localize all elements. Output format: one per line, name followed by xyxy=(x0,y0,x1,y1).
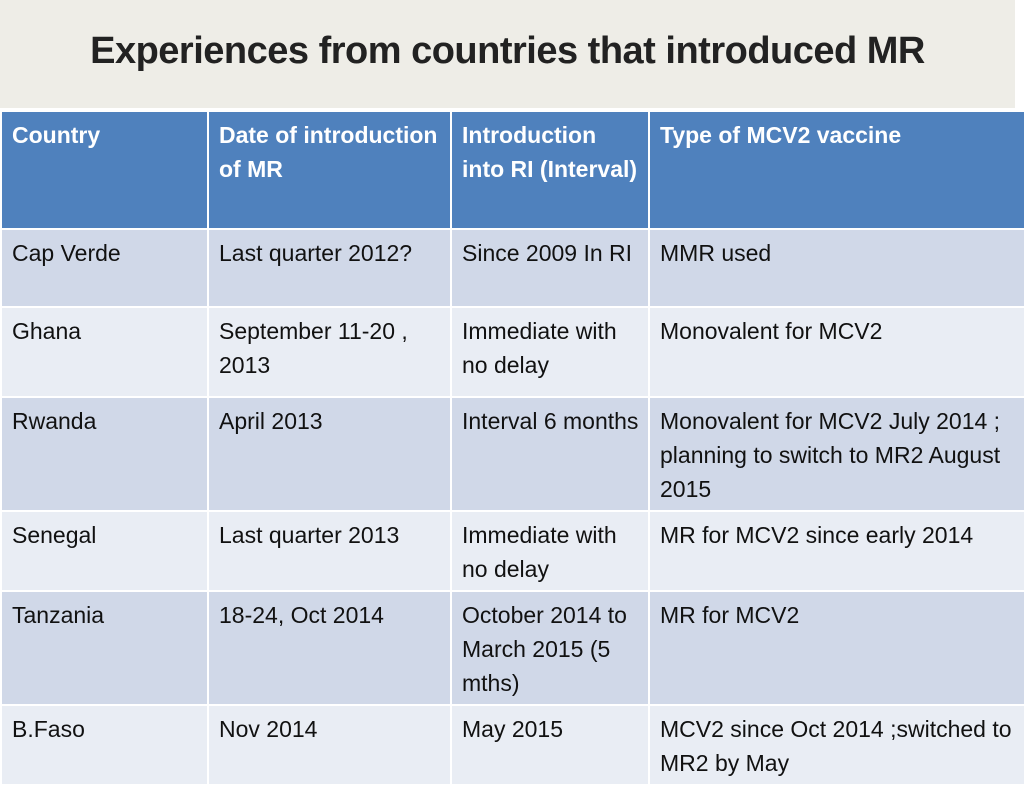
column-header: Date of introduction of MR xyxy=(207,110,452,230)
table-cell: Immediate with no delay xyxy=(450,306,650,398)
table-row: B.Faso Nov 2014 May 2015 MCV2 since Oct 201… xyxy=(0,704,1024,786)
table-row: Ghana September 11-20 , 2013 Immediate wit… xyxy=(0,306,1024,398)
table-cell: Cap Verde xyxy=(0,228,209,308)
table-cell: April 2013 xyxy=(207,396,452,512)
table-cell: Immediate with no delay xyxy=(450,510,650,592)
table-cell: B.Faso xyxy=(0,704,209,786)
table-cell: Since 2009 In RI xyxy=(450,228,650,308)
table-cell: MMR used xyxy=(648,228,1024,308)
header-row: Country Date of introduction of MR Introdu… xyxy=(0,110,1024,230)
table-cell: Rwanda xyxy=(0,396,209,512)
table-cell: Ghana xyxy=(0,306,209,398)
table-cell: Interval 6 months xyxy=(450,396,650,512)
table-cell: 18-24, Oct 2014 xyxy=(207,590,452,706)
table-row: Senegal Last quarter 2013 Immediate with n… xyxy=(0,510,1024,592)
column-header: Introduction into RI (Interval) xyxy=(450,110,650,230)
table-cell: September 11-20 , 2013 xyxy=(207,306,452,398)
table-row: Rwanda April 2013 Interval 6 months Monoval… xyxy=(0,396,1024,512)
table-body: Cap Verde Last quarter 2012? Since 2009 In… xyxy=(0,228,1024,786)
title-bar: Experiences from countries that introduc… xyxy=(0,0,1015,108)
table-cell: October 2014 to March 2015 (5 mths) xyxy=(450,590,650,706)
table-cell: MCV2 since Oct 2014 ;switched to MR2 by … xyxy=(648,704,1024,786)
column-header: Country xyxy=(0,110,209,230)
table-cell: MR for MCV2 since early 2014 xyxy=(648,510,1024,592)
table-cell: Monovalent for MCV2 xyxy=(648,306,1024,398)
table: Country Date of introduction of MR Introdu… xyxy=(0,110,1024,786)
table-cell: Last quarter 2012? xyxy=(207,228,452,308)
table-cell: May 2015 xyxy=(450,704,650,786)
table-cell: Monovalent for MCV2 July 2014 ; planning… xyxy=(648,396,1024,512)
table-cell: Tanzania xyxy=(0,590,209,706)
table-cell: Last quarter 2013 xyxy=(207,510,452,592)
slide-title: Experiences from countries that introduc… xyxy=(90,30,925,72)
column-header: Type of MCV2 vaccine xyxy=(648,110,1024,230)
table-cell: Senegal xyxy=(0,510,209,592)
table-row: Tanzania 18-24, Oct 2014 October 2014 to M… xyxy=(0,590,1024,706)
table-cell: MR for MCV2 xyxy=(648,590,1024,706)
table-row: Cap Verde Last quarter 2012? Since 2009 In… xyxy=(0,228,1024,308)
table-cell: Nov 2014 xyxy=(207,704,452,786)
